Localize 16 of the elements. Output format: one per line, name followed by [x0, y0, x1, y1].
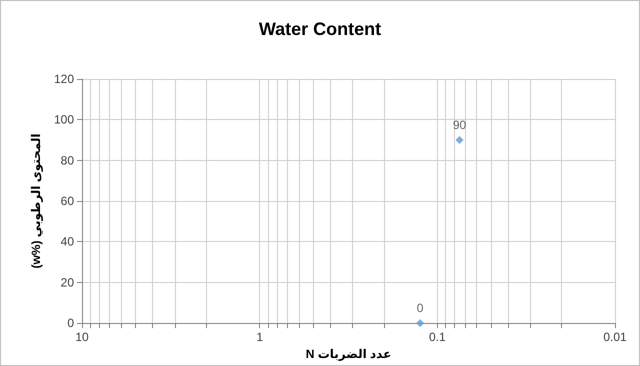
data-label: 0 — [416, 301, 424, 316]
x-tick-label: 0.01 — [603, 330, 627, 344]
x-tick-label: 0.1 — [428, 330, 446, 344]
y-axis-title: (w%) المحتوى الرطوبي — [29, 134, 43, 269]
y-tick-label: 60 — [60, 194, 74, 208]
x-tick-label: 1 — [256, 330, 264, 344]
data-label: 90 — [452, 118, 467, 132]
x-tick-label: 10 — [75, 330, 89, 344]
y-tick-label: 100 — [54, 112, 74, 127]
y-tick-label: 0 — [67, 316, 74, 330]
y-tick-label: 20 — [60, 275, 74, 290]
x-axis-title: N عدد الضربات — [306, 347, 392, 361]
y-tick-label: 80 — [60, 153, 74, 168]
y-tick-label: 120 — [54, 72, 74, 86]
y-tick-label: 40 — [60, 234, 74, 249]
chart-title: Water Content — [258, 19, 382, 39]
